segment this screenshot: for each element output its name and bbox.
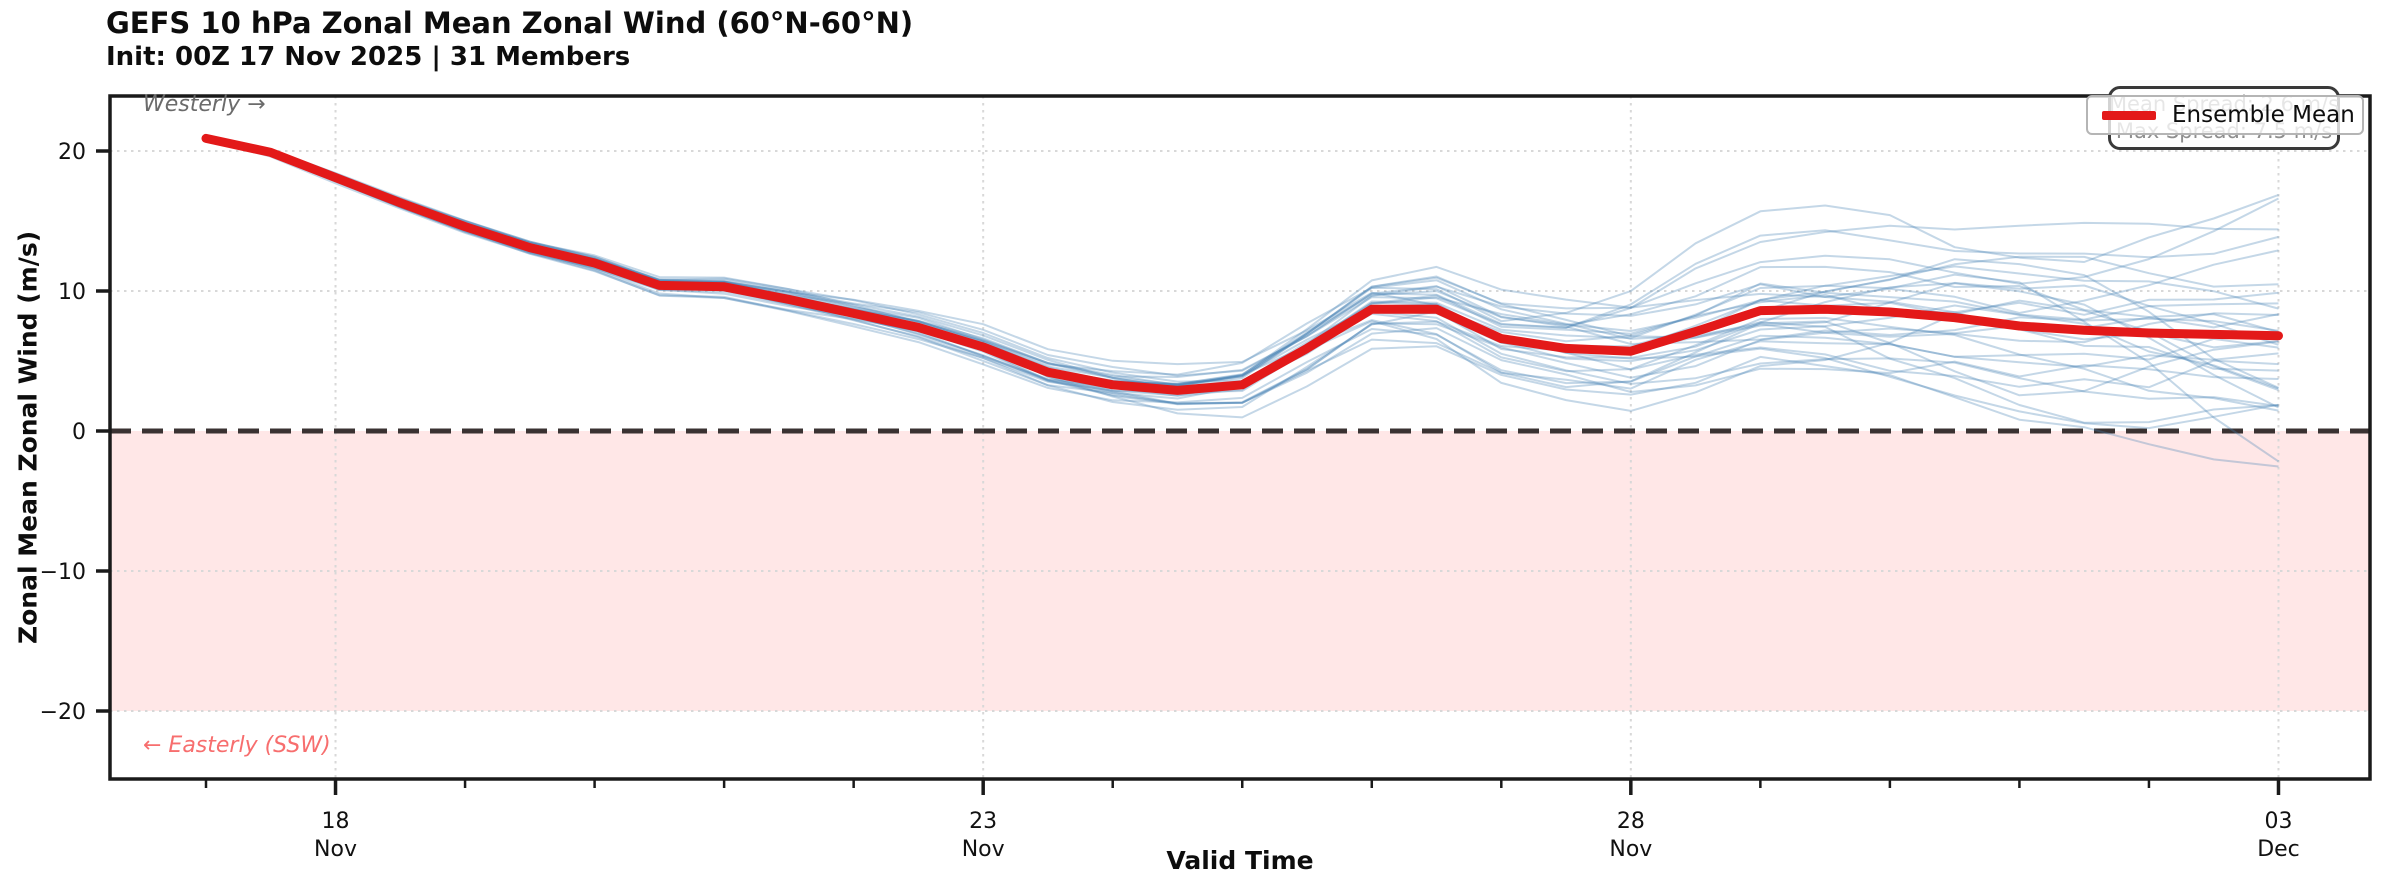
- x-tick-label-month: Nov: [314, 837, 357, 862]
- ensemble-member-line: [205, 138, 2279, 385]
- ensemble-member-line: [205, 138, 2279, 411]
- easterly-ssw-annotation: ← Easterly (SSW): [143, 733, 331, 758]
- ensemble-members-group: [205, 136, 2280, 468]
- ensemble-member-line: [205, 137, 2279, 387]
- ensemble-member-line: [205, 137, 2279, 378]
- y-tick-label: −10: [40, 560, 86, 585]
- y-tick-label: −20: [40, 700, 86, 725]
- y-axis-label: Zonal Mean Zonal Wind (m/s): [13, 230, 43, 645]
- ensemble-member-line: [205, 138, 2279, 468]
- y-tick-label: 0: [72, 420, 86, 445]
- x-tick-label-day: 18: [322, 809, 350, 834]
- x-tick-label-day: 03: [2264, 809, 2292, 834]
- ensemble-member-line: [205, 136, 2279, 387]
- ensemble-mean-line: [201, 133, 2283, 395]
- easterly-shaded-band: [110, 431, 2370, 711]
- x-tick-label-month: Nov: [1609, 837, 1652, 862]
- ensemble-member-line: [205, 137, 2279, 406]
- x-tick-label-month: Nov: [962, 837, 1005, 862]
- ensemble-member-line: [205, 137, 2279, 386]
- ensemble-member-line: [205, 137, 2279, 405]
- chart-title: GEFS 10 hPa Zonal Mean Zonal Wind (60°N-…: [106, 6, 914, 40]
- x-axis-label: Valid Time: [1166, 846, 1314, 875]
- x-tick-label-day: 23: [969, 809, 997, 834]
- ensemble-member-line: [205, 136, 2279, 377]
- ensemble-member-line: [205, 138, 2279, 408]
- ensemble-member-line: [205, 137, 2279, 409]
- ensemble-member-line: [205, 137, 2279, 386]
- y-tick-label: 20: [58, 140, 86, 165]
- ensemble-mean-line-swatch: [2102, 110, 2156, 120]
- legend: Ensemble Mean: [2086, 95, 2364, 135]
- x-tick-label-month: Dec: [2257, 837, 2300, 862]
- ensemble-member-line: [205, 136, 2279, 393]
- chart-subtitle: Init: 00Z 17 Nov 2025 | 31 Members: [106, 42, 631, 72]
- legend-label: Ensemble Mean: [2172, 102, 2355, 128]
- y-tick-label: 10: [58, 280, 86, 305]
- axes-frame: [108, 94, 2372, 781]
- x-tick-label-day: 28: [1617, 809, 1645, 834]
- ensemble-member-line: [205, 136, 2279, 385]
- westerly-annotation: Westerly →: [143, 92, 266, 117]
